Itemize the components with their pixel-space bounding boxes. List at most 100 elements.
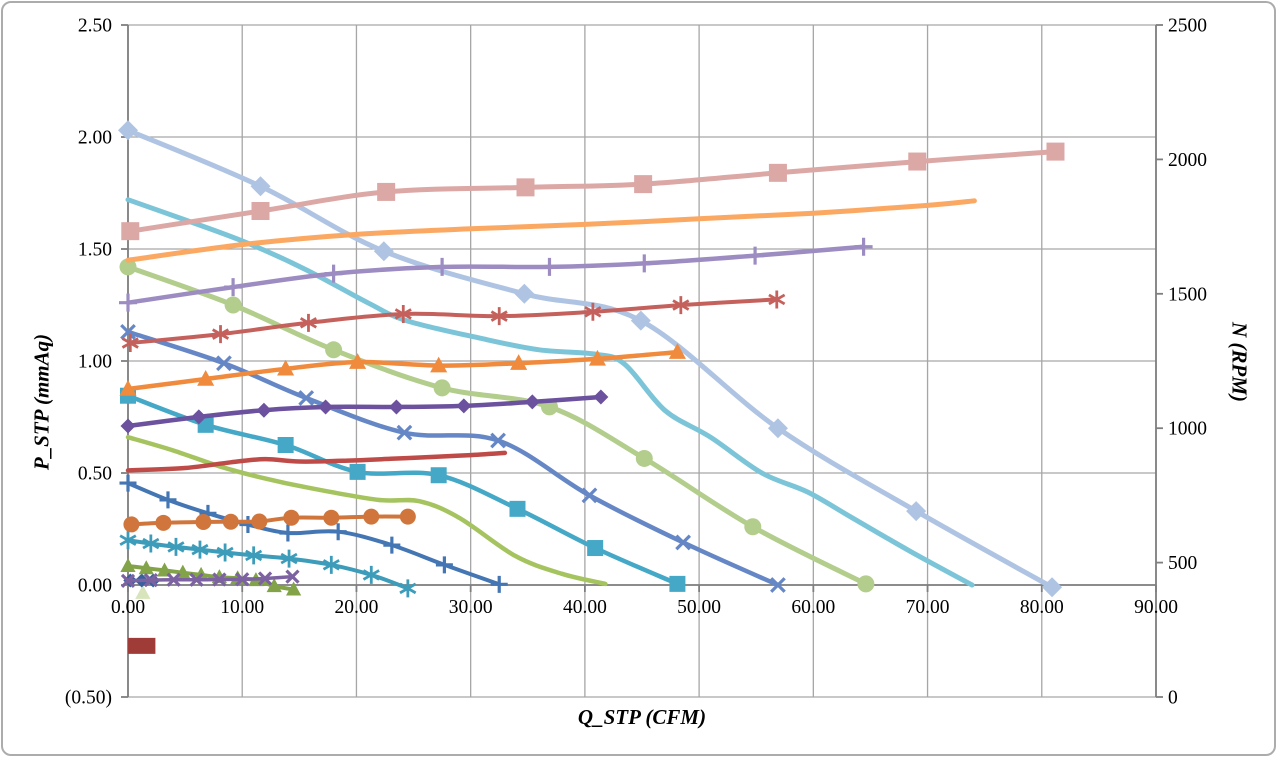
- x-marker: [166, 572, 181, 587]
- circle-marker: [119, 258, 137, 276]
- right-tick-label: 2000: [1168, 150, 1207, 171]
- triangle-marker: [156, 562, 173, 577]
- series-line: [125, 244, 866, 305]
- x-marker: [490, 432, 506, 449]
- triangle-marker: [277, 359, 295, 376]
- series-n-purple-x: [120, 569, 300, 589]
- series-line: [125, 434, 608, 587]
- series-p-blue-x: [120, 323, 786, 593]
- circle-marker: [224, 296, 242, 314]
- series-p-olive-plain: [125, 434, 608, 587]
- circle-marker: [433, 379, 451, 397]
- series-line: [125, 450, 508, 473]
- square-marker: [768, 163, 787, 182]
- series-line: [125, 349, 680, 392]
- triangle-marker: [286, 581, 302, 596]
- left-tick-label: 2.50: [78, 16, 112, 37]
- x-tick-label: 10.00: [220, 597, 264, 618]
- triangle-marker: [266, 578, 282, 593]
- left-tick-label: 1.00: [78, 352, 112, 373]
- triangle-marker: [197, 370, 215, 386]
- plus-marker: [324, 264, 343, 283]
- series-line: [125, 198, 977, 263]
- x-marker: [216, 355, 232, 372]
- asterisk-marker: [399, 579, 417, 598]
- asterisk-marker: [394, 304, 412, 323]
- series-line: [125, 329, 781, 588]
- circle-marker: [325, 341, 343, 359]
- square-marker: [377, 182, 396, 201]
- square-marker: [516, 178, 535, 197]
- plus-marker: [433, 257, 452, 276]
- triangle-marker: [120, 557, 136, 572]
- circle-marker: [635, 449, 653, 467]
- square-marker: [908, 152, 927, 171]
- x-tick-label: 80.00: [1020, 597, 1064, 618]
- left-tick-label: 0.50: [78, 464, 112, 485]
- left-axis-title: P_STP (mmAq): [29, 333, 54, 471]
- plus-marker: [490, 575, 508, 593]
- tick-labels: 2.50 2.00 1.50 1.00 0.50 0.00 (0.50) 2500 2000 15…: [65, 16, 1207, 709]
- x-tick-label: 50.00: [677, 597, 721, 618]
- series-n-orange-triangle: [119, 343, 686, 396]
- series-line: [125, 127, 1055, 590]
- diamond-marker: [191, 409, 207, 425]
- circle-marker: [283, 509, 300, 526]
- left-tick-label: 2.00: [78, 128, 112, 149]
- right-tick-label: 2500: [1168, 16, 1207, 37]
- circle-marker: [195, 514, 212, 531]
- square-marker: [121, 222, 140, 241]
- circle-marker: [857, 575, 875, 593]
- triangle-marker: [135, 584, 151, 599]
- series-n-pink-square: [121, 142, 1065, 241]
- circle-marker: [155, 514, 172, 531]
- series-p-periwinkle-diamond: [118, 120, 1063, 598]
- asterisk-marker: [119, 531, 137, 550]
- square-marker: [509, 500, 526, 517]
- asterisk-marker: [245, 546, 263, 565]
- series-p-teal-asterisk: [119, 531, 417, 598]
- series-n-red-asterisk: [121, 290, 786, 352]
- x-marker: [143, 572, 158, 588]
- asterisk-marker: [322, 555, 340, 574]
- x-tick-label: 0.00: [111, 597, 145, 618]
- plus-marker: [159, 491, 177, 509]
- x-marker: [298, 390, 315, 406]
- left-tick-label: 1.50: [78, 240, 112, 261]
- left-tick-label: 0.00: [78, 576, 112, 597]
- triangle-marker: [430, 356, 448, 373]
- triangle-marker: [119, 379, 137, 396]
- square-marker: [277, 437, 294, 453]
- series-n-orange-circle: [123, 508, 416, 533]
- circle-marker: [363, 508, 380, 525]
- right-axis-title: N (RPM): [1227, 322, 1252, 402]
- diamond-marker: [120, 418, 136, 434]
- circle-marker: [323, 509, 340, 526]
- plus-marker: [746, 246, 765, 265]
- asterisk-marker: [191, 540, 209, 559]
- x-axis-title: Q_STP (CFM): [577, 705, 707, 729]
- x-marker: [396, 424, 413, 441]
- diamond-marker: [373, 241, 394, 262]
- diamond-marker: [256, 402, 272, 418]
- diamond-marker: [630, 310, 651, 331]
- diamond-marker: [514, 283, 535, 304]
- asterisk-marker: [211, 325, 230, 344]
- right-tick-label: 1500: [1168, 284, 1207, 305]
- diamond-marker: [524, 394, 540, 410]
- plus-marker: [435, 556, 453, 574]
- circle-marker: [251, 513, 268, 530]
- asterisk-marker: [280, 549, 298, 568]
- x-marker: [235, 572, 250, 587]
- x-marker: [675, 534, 692, 551]
- circle-marker: [123, 516, 140, 533]
- x-tick-label: 40.00: [563, 597, 607, 618]
- diamond-marker: [250, 176, 271, 197]
- diamond-marker: [593, 389, 609, 405]
- square-marker: [587, 540, 604, 557]
- triangle-marker: [349, 353, 367, 369]
- x-marker: [285, 569, 300, 584]
- x-tick-label: 90.00: [1134, 597, 1178, 618]
- right-tick-label: 0: [1168, 688, 1178, 709]
- diamond-marker: [456, 398, 472, 414]
